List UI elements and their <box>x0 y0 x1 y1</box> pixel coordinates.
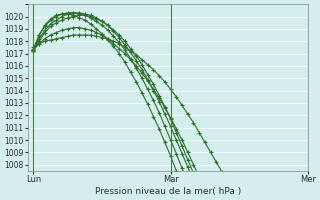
X-axis label: Pression niveau de la mer( hPa ): Pression niveau de la mer( hPa ) <box>95 187 241 196</box>
